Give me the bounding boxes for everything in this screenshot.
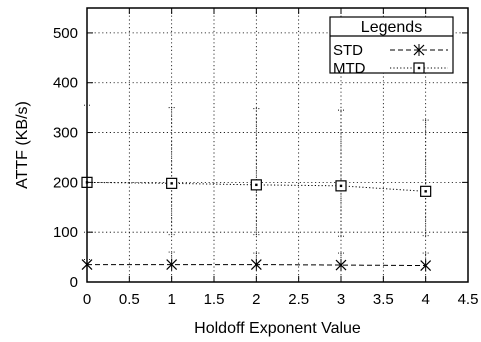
mtd-point [335, 180, 347, 192]
y-axis-label: ATTF (KB/s) [14, 101, 31, 189]
mtd-series-line [86, 181, 426, 192]
legend-title: Legends [361, 19, 422, 36]
legend-marker-mtd [413, 62, 425, 74]
y-tick-label: 400 [53, 75, 78, 92]
marker-dot [417, 66, 421, 70]
x-tick-label: 2 [252, 291, 260, 308]
legend-marker-std [413, 44, 425, 56]
marker-dot [255, 183, 258, 187]
y-tick-label: 300 [53, 125, 78, 142]
x-tick-label: 4.5 [458, 291, 479, 308]
plot-frame [86, 7, 469, 283]
x-tick-label: 2.5 [288, 291, 309, 308]
x-tick-label: 1 [167, 291, 175, 308]
mtd-point [166, 177, 178, 189]
std-point [335, 259, 347, 272]
y-tick-label: 500 [53, 25, 78, 42]
std-point [166, 258, 178, 271]
x-tick-label: 3.5 [373, 291, 394, 308]
marker-dot [339, 184, 343, 188]
marker-dot [170, 182, 173, 185]
std-point [420, 259, 432, 272]
mtd-point [420, 185, 432, 197]
x-tick-labels: 0 0.5 1 1.5 2 2.5 3 3.5 4 4.5 [83, 291, 479, 308]
x-tick-label: 0 [83, 291, 91, 308]
x-tick-label: 0.5 [119, 291, 140, 308]
legend-box [329, 16, 454, 74]
y-tick-label: 0 [70, 274, 78, 291]
legend-label-std: STD [333, 42, 363, 59]
marker-dot [424, 190, 427, 193]
x-axis-label: Holdoff Exponent Value [194, 320, 361, 337]
x-tick-label: 1.5 [204, 291, 225, 308]
y-tick-label: 100 [53, 224, 78, 241]
axis-ticks [86, 8, 469, 283]
x-tick-label: 4 [421, 291, 429, 308]
mtd-point [250, 179, 262, 191]
legend-item-std: STD [333, 42, 448, 59]
y-tick-labels: 0 100 200 300 400 500 [53, 25, 78, 291]
y-tick-label: 200 [53, 174, 78, 191]
legend-label-mtd: MTD [333, 60, 366, 77]
x-tick-label: 3 [337, 291, 345, 308]
legend-item-mtd: MTD [333, 60, 448, 77]
std-point [250, 258, 262, 271]
